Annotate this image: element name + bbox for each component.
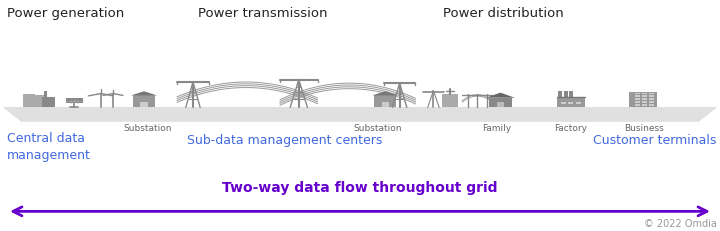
Polygon shape (4, 107, 716, 121)
Bar (66, 98, 83, 103)
Bar (649, 104, 654, 106)
Bar (140, 102, 148, 107)
Bar (564, 91, 568, 97)
Bar (442, 94, 458, 107)
Bar (635, 93, 640, 94)
Bar (635, 104, 640, 106)
Polygon shape (486, 93, 515, 98)
Polygon shape (131, 91, 157, 95)
Text: Sub-data management centers: Sub-data management centers (187, 134, 382, 147)
Text: Substation: Substation (354, 124, 402, 133)
Bar (133, 95, 155, 107)
Text: Factory: Factory (554, 124, 588, 133)
Bar (649, 98, 654, 100)
Bar (577, 102, 582, 104)
Bar (635, 101, 640, 103)
Bar (649, 95, 654, 97)
Text: Customer terminals: Customer terminals (593, 134, 716, 147)
Bar (497, 102, 504, 107)
Bar (629, 92, 657, 107)
Bar (561, 102, 566, 104)
Bar (642, 95, 647, 97)
Text: Power distribution: Power distribution (443, 7, 564, 20)
Text: Power transmission: Power transmission (198, 7, 328, 20)
Text: Substation: Substation (123, 124, 172, 133)
Bar (557, 97, 585, 107)
Text: Central data
management: Central data management (7, 132, 91, 162)
Text: Family: Family (482, 124, 511, 133)
Bar (489, 98, 512, 107)
Bar (649, 101, 654, 103)
Polygon shape (372, 91, 398, 95)
Bar (569, 102, 574, 104)
Bar (44, 91, 48, 97)
Text: Power generation: Power generation (7, 7, 125, 20)
Bar (635, 95, 640, 97)
Bar (642, 98, 647, 100)
Bar (42, 97, 55, 107)
Bar (558, 91, 562, 97)
Bar (642, 104, 647, 106)
Bar (35, 95, 46, 107)
Bar (649, 93, 654, 94)
Bar (569, 91, 573, 97)
Bar (374, 95, 396, 107)
Text: Business: Business (624, 124, 665, 133)
Text: © 2022 Omdia: © 2022 Omdia (644, 219, 716, 229)
Bar (635, 98, 640, 100)
Bar (642, 101, 647, 103)
Bar (23, 94, 35, 107)
Text: Two-way data flow throughout grid: Two-way data flow throughout grid (222, 181, 498, 195)
Bar (382, 102, 389, 107)
Bar (642, 93, 647, 94)
